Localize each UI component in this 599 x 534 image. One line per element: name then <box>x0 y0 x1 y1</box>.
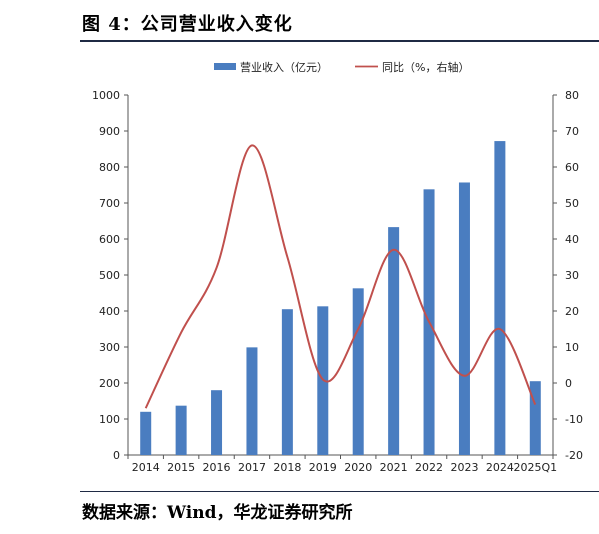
source-rule <box>80 491 599 492</box>
y-left-tick-label: 200 <box>99 377 120 390</box>
x-tick-label: 2018 <box>273 461 301 474</box>
y-right-tick-label: 70 <box>565 125 579 138</box>
title-rule <box>80 40 599 42</box>
bar <box>281 309 293 455</box>
x-tick-label: 2015 <box>167 461 195 474</box>
y-right-tick-label: 80 <box>565 89 579 102</box>
y-right-tick-label: 30 <box>565 269 579 282</box>
bar-series-revenue <box>140 141 541 456</box>
source-note: 数据来源：Wind，华龙证券研究所 <box>82 503 353 523</box>
legend-label-yoy: 同比（%，右轴） <box>382 60 469 74</box>
x-tick-label: 2017 <box>238 461 266 474</box>
legend-swatch-revenue <box>214 63 236 70</box>
x-tick-label: 2016 <box>203 461 231 474</box>
chart-legend: 营业收入（亿元） 同比（%，右轴） <box>214 60 469 74</box>
bar <box>211 390 223 455</box>
x-tick-label: 2025Q1 <box>513 461 557 474</box>
y-left-tick-label: 400 <box>99 305 120 318</box>
tick-labels: 0 100 200 300 400 500 600 700 800 900 1000 -20 -10 0 1… <box>92 89 583 474</box>
x-tick-label: 2021 <box>380 461 408 474</box>
y-left-tick-label: 800 <box>99 161 120 174</box>
x-tick-label: 2023 <box>450 461 478 474</box>
y-left-tick-label: 500 <box>99 269 120 282</box>
y-left-tick-label: 1000 <box>92 89 120 102</box>
y-left-tick-label: 0 <box>113 449 120 462</box>
line-series-yoy <box>144 144 537 409</box>
bar <box>175 405 187 455</box>
bar <box>140 411 152 455</box>
y-left-tick-label: 300 <box>99 341 120 354</box>
bar <box>494 141 506 455</box>
bar <box>529 381 541 455</box>
y-left-tick-label: 100 <box>99 413 120 426</box>
y-right-tick-label: -10 <box>565 413 583 426</box>
chart-axes <box>124 94 557 459</box>
y-left-tick-label: 700 <box>99 197 120 210</box>
x-tick-label: 2022 <box>415 461 443 474</box>
y-left-tick-label: 600 <box>99 233 120 246</box>
y-right-tick-label: 60 <box>565 161 579 174</box>
y-right-tick-label: 20 <box>565 305 579 318</box>
y-right-tick-label: 50 <box>565 197 579 210</box>
bar <box>388 227 400 455</box>
y-right-tick-label: 40 <box>565 233 579 246</box>
bar <box>246 347 258 455</box>
x-tick-label: 2014 <box>132 461 160 474</box>
y-right-tick-label: -20 <box>565 449 583 462</box>
bar <box>352 288 364 455</box>
x-tick-label: 2024 <box>486 461 514 474</box>
x-tick-label: 2020 <box>344 461 372 474</box>
legend-label-revenue: 营业收入（亿元） <box>240 60 328 74</box>
y-right-tick-label: 10 <box>565 341 579 354</box>
y-right-tick-label: 0 <box>565 377 572 390</box>
bar <box>458 182 470 456</box>
figure-title: 图 4：公司营业收入变化 <box>82 14 293 35</box>
y-left-tick-label: 900 <box>99 125 120 138</box>
line-path <box>144 144 537 409</box>
x-tick-label: 2019 <box>309 461 337 474</box>
